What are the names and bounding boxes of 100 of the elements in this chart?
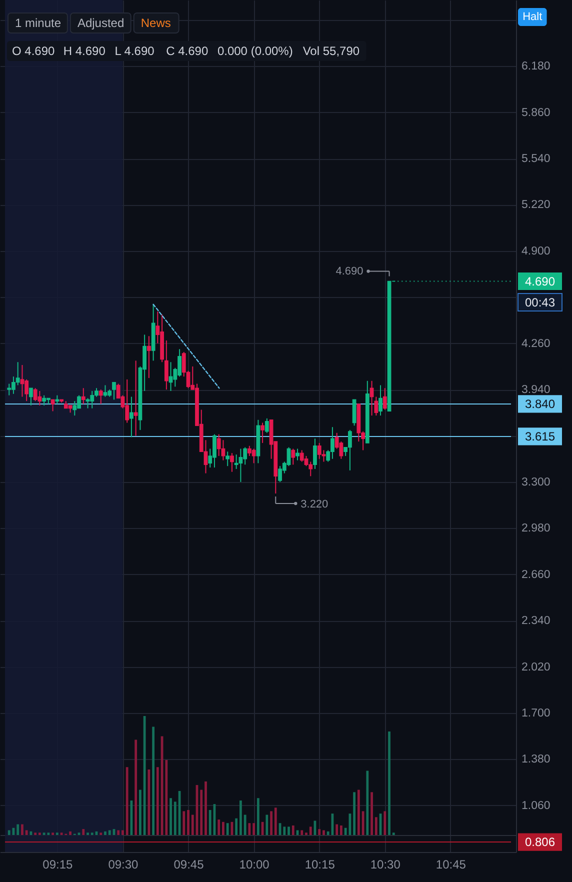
ref-line-label: 3.615 — [524, 429, 556, 444]
ref-line-label: 4.690 — [524, 274, 556, 288]
candlestick — [226, 451, 230, 467]
y-tick-label: 5.860 — [522, 106, 550, 119]
candlestick — [221, 440, 226, 461]
text: 00:43 — [524, 295, 556, 310]
bar — [340, 825, 342, 835]
annotation: C 4.690 — [166, 44, 208, 58]
bar — [208, 810, 212, 835]
ref-line-label: 3.840 — [524, 396, 556, 411]
candlestick — [16, 362, 20, 386]
bar — [309, 826, 312, 835]
annotation: O 4.690 — [12, 44, 56, 58]
x-tick-label: 09:30 — [108, 858, 139, 872]
y-tick-label: 4.900 — [522, 245, 550, 258]
bar — [204, 781, 207, 835]
bar — [82, 829, 85, 835]
bar — [266, 814, 268, 835]
bar — [126, 767, 128, 835]
annotation: Adjusted — [77, 16, 124, 30]
candlestick — [238, 448, 243, 482]
y-tick-label: 3.940 — [522, 384, 550, 396]
candlestick — [98, 389, 103, 404]
annotation: L 4.690 — [114, 44, 155, 58]
bar — [165, 760, 168, 835]
candlestick — [216, 434, 221, 456]
annotation: 4.690 — [336, 265, 364, 278]
candlestick — [134, 360, 138, 436]
bar — [252, 823, 256, 835]
y-tick-label: 4.260 — [522, 338, 550, 350]
y-tick-label: 2.980 — [522, 522, 550, 535]
bar — [21, 824, 24, 835]
bar — [200, 790, 203, 835]
candlestick — [164, 340, 168, 390]
candlestick — [370, 380, 374, 416]
y-tick-label: 3.300 — [522, 476, 550, 488]
bar — [384, 811, 386, 835]
candlestick — [7, 383, 12, 396]
bar — [143, 716, 146, 835]
bar — [348, 814, 352, 835]
bar — [156, 767, 159, 835]
bar — [222, 822, 224, 835]
candlestick — [103, 384, 108, 398]
bar — [288, 826, 290, 835]
x-tick-label: 10:00 — [239, 858, 270, 872]
ref-line-label: 0.806 — [524, 835, 556, 850]
candlestick — [168, 362, 173, 392]
bar — [370, 792, 373, 835]
y-tick-label: 6.180 — [522, 60, 550, 73]
bar — [256, 798, 260, 835]
x-tick-label: 09:45 — [174, 858, 204, 872]
bar — [8, 830, 10, 835]
annotation: News — [140, 16, 171, 30]
bar — [148, 770, 150, 835]
bar — [318, 829, 321, 835]
candlestick — [317, 442, 322, 460]
candlestick — [33, 388, 38, 402]
bar — [326, 831, 330, 835]
candlestick — [322, 450, 326, 462]
bar — [353, 792, 356, 835]
bar — [226, 823, 229, 835]
candlestick — [313, 438, 317, 470]
annotation: 0.000 (0.00%) — [217, 44, 293, 58]
candlestick — [24, 378, 29, 402]
candlestick — [291, 448, 296, 466]
candlestick — [72, 400, 77, 416]
y-tick-label: 2.020 — [522, 661, 550, 674]
bar — [182, 811, 186, 835]
bar — [270, 811, 272, 835]
bar — [174, 802, 176, 835]
bar — [152, 726, 155, 835]
annotation: H 4.690 — [63, 44, 106, 58]
candlestick — [50, 399, 55, 412]
candlestick — [308, 461, 313, 477]
y-tick-label: 2.660 — [522, 568, 550, 581]
annotation: 1 minute — [15, 16, 62, 30]
candlestick — [286, 446, 291, 467]
y-tick-label: 1.060 — [522, 800, 550, 812]
bar — [122, 830, 124, 835]
candlestick — [112, 382, 116, 400]
bar — [322, 830, 325, 835]
bar — [130, 800, 133, 835]
bar — [235, 818, 238, 835]
candlestick — [29, 388, 33, 406]
candlestick — [252, 448, 256, 464]
candlestick — [304, 455, 308, 467]
bar — [16, 824, 20, 835]
bar — [336, 824, 338, 835]
y-tick-label: 5.220 — [522, 199, 550, 212]
candlestick — [146, 336, 151, 378]
bar — [191, 814, 194, 835]
bar — [139, 790, 142, 835]
bar — [134, 740, 138, 835]
bar — [300, 830, 304, 835]
candlestick — [300, 450, 304, 462]
text: Halt — [522, 11, 542, 23]
candlestick — [42, 394, 46, 406]
bar — [388, 731, 390, 835]
candlestick — [130, 396, 134, 438]
candlestick — [86, 398, 90, 409]
